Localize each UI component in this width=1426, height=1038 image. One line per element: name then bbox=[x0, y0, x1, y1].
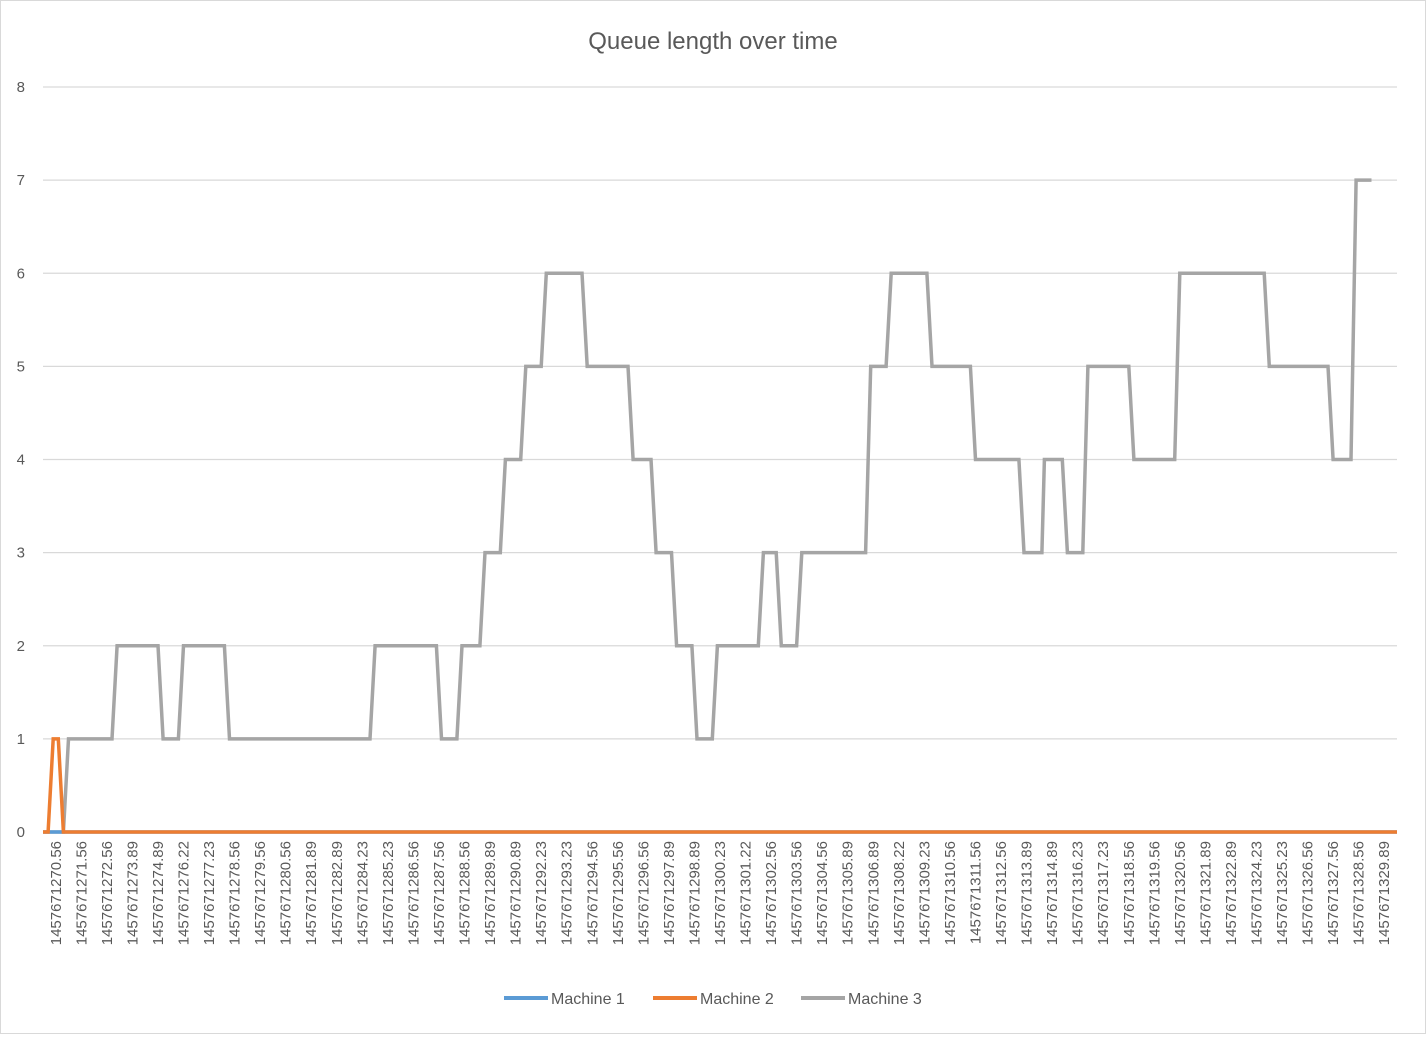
x-tick-label: 1457671301.22 bbox=[738, 841, 755, 945]
x-tick-label: 1457671276.22 bbox=[176, 841, 193, 945]
y-tick-label: 8 bbox=[17, 79, 25, 96]
series-line-machine-3 bbox=[43, 178, 1372, 834]
x-axis-ticks: 1457671270.56 1457671271.56 1457671272.56 1… bbox=[48, 841, 1393, 945]
series-lines bbox=[43, 178, 1397, 834]
x-tick-label: 1457671271.56 bbox=[73, 841, 90, 945]
x-tick-label: 1457671306.89 bbox=[865, 841, 882, 945]
legend-label: Machine 2 bbox=[700, 991, 774, 1008]
y-tick-label: 3 bbox=[17, 545, 25, 562]
x-tick-label: 1457671279.56 bbox=[252, 841, 269, 945]
x-tick-label: 1457671289.89 bbox=[482, 841, 499, 945]
legend-label: Machine 1 bbox=[551, 991, 625, 1008]
x-tick-label: 1457671316.23 bbox=[1070, 841, 1087, 945]
y-tick-label: 1 bbox=[17, 731, 25, 748]
series-line-machine-2 bbox=[43, 737, 1397, 834]
x-tick-label: 1457671280.56 bbox=[278, 841, 295, 945]
x-tick-label: 1457671272.56 bbox=[99, 841, 116, 945]
x-tick-label: 1457671313.89 bbox=[1019, 841, 1036, 945]
x-tick-label: 1457671304.56 bbox=[814, 841, 831, 945]
x-tick-label: 1457671326.56 bbox=[1300, 841, 1317, 945]
x-tick-label: 1457671321.89 bbox=[1197, 841, 1214, 945]
x-tick-label: 1457671324.23 bbox=[1248, 841, 1265, 945]
x-tick-label: 1457671284.23 bbox=[354, 841, 371, 945]
x-tick-label: 1457671310.56 bbox=[942, 841, 959, 945]
x-tick-label: 1457671281.89 bbox=[303, 841, 320, 945]
x-tick-label: 1457671277.23 bbox=[201, 841, 218, 945]
x-tick-label: 1457671322.89 bbox=[1223, 841, 1240, 945]
x-tick-label: 1457671270.56 bbox=[48, 841, 65, 945]
legend: Machine 1 Machine 2 Machine 3 bbox=[504, 991, 922, 1008]
x-tick-label: 1457671317.23 bbox=[1095, 841, 1112, 945]
x-tick-label: 1457671325.23 bbox=[1274, 841, 1291, 945]
x-tick-label: 1457671320.56 bbox=[1172, 841, 1189, 945]
x-tick-label: 1457671309.23 bbox=[916, 841, 933, 945]
x-tick-label: 1457671298.89 bbox=[686, 841, 703, 945]
x-tick-label: 1457671278.56 bbox=[227, 841, 244, 945]
chart-title: Queue length over time bbox=[588, 28, 837, 55]
x-tick-label: 1457671303.56 bbox=[789, 841, 806, 945]
y-tick-label: 0 bbox=[17, 824, 25, 841]
y-tick-label: 7 bbox=[17, 172, 25, 189]
x-tick-label: 1457671294.56 bbox=[584, 841, 601, 945]
x-tick-label: 1457671282.89 bbox=[329, 841, 346, 945]
x-tick-label: 1457671308.22 bbox=[891, 841, 908, 945]
y-tick-label: 5 bbox=[17, 358, 25, 375]
x-tick-label: 1457671295.56 bbox=[610, 841, 627, 945]
x-tick-label: 1457671274.89 bbox=[150, 841, 167, 945]
x-tick-label: 1457671297.89 bbox=[661, 841, 678, 945]
x-tick-label: 1457671312.56 bbox=[993, 841, 1010, 945]
x-tick-label: 1457671287.56 bbox=[431, 841, 448, 945]
x-tick-label: 1457671273.89 bbox=[124, 841, 141, 945]
x-tick-label: 1457671293.23 bbox=[559, 841, 576, 945]
x-tick-label: 1457671328.56 bbox=[1351, 841, 1368, 945]
x-tick-label: 1457671286.56 bbox=[405, 841, 422, 945]
x-tick-label: 1457671305.89 bbox=[840, 841, 857, 945]
x-tick-label: 1457671292.23 bbox=[533, 841, 550, 945]
x-tick-label: 1457671314.89 bbox=[1044, 841, 1061, 945]
x-tick-label: 1457671319.56 bbox=[1146, 841, 1163, 945]
x-tick-label: 1457671296.56 bbox=[635, 841, 652, 945]
x-tick-label: 1457671290.89 bbox=[508, 841, 525, 945]
x-tick-label: 1457671329.89 bbox=[1376, 841, 1393, 945]
x-tick-label: 1457671318.56 bbox=[1121, 841, 1138, 945]
x-tick-label: 1457671302.56 bbox=[763, 841, 780, 945]
y-axis-ticks: 0 1 2 3 4 5 6 7 8 bbox=[17, 79, 25, 841]
gridlines bbox=[43, 86, 1397, 833]
x-tick-label: 1457671288.56 bbox=[457, 841, 474, 945]
x-tick-label: 1457671300.23 bbox=[712, 841, 729, 945]
x-tick-label: 1457671327.56 bbox=[1325, 841, 1342, 945]
x-tick-label: 1457671285.23 bbox=[380, 841, 397, 945]
x-tick-label: 1457671311.56 bbox=[967, 841, 984, 944]
legend-label: Machine 3 bbox=[848, 991, 922, 1008]
y-tick-label: 6 bbox=[17, 265, 25, 282]
y-tick-label: 2 bbox=[17, 638, 25, 655]
y-tick-label: 4 bbox=[17, 452, 25, 469]
